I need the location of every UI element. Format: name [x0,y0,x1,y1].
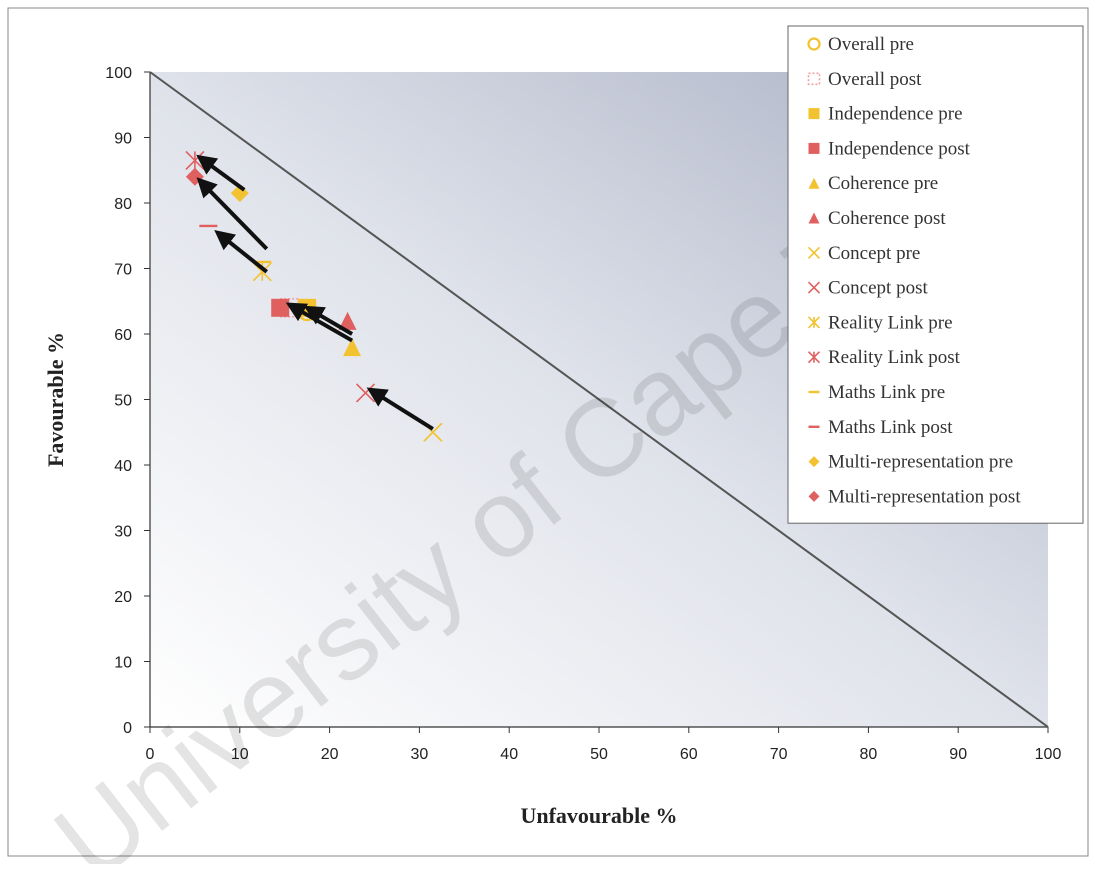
y-tick-label: 40 [114,458,132,475]
legend-marker-1 [807,72,821,86]
x-tick-label: 0 [146,746,155,763]
legend-box [787,25,1084,524]
data-point-series-4 [343,338,362,357]
x-tick-label: 50 [590,746,608,763]
y-tick-label: 80 [114,196,132,213]
legend-label: Reality Link pre [828,312,953,333]
legend-label: Concept pre [828,243,920,264]
legend-marker-3 [808,142,820,154]
legend-label: Coherence pre [828,173,938,194]
reference-line-group [149,71,1049,728]
y-axis-title: Favourable % [43,332,68,467]
x-tick-label: 90 [949,746,967,763]
x-tick-labels: 0 10 20 30 40 50 60 70 80 90 100 [146,746,1062,763]
x-tick-label: 80 [860,746,878,763]
y-tick-label: 90 [114,131,132,148]
legend-marker-0 [807,37,821,51]
y-tick-label: 50 [114,393,132,410]
legend-marker-4 [808,177,820,189]
change-arrow-5 [366,387,434,431]
y-tick-labels: 0 10 20 30 40 50 60 70 80 90 100 [105,65,132,737]
legend-label: Independence pre [828,104,963,125]
legend-label: Reality Link post [828,347,961,368]
legend-marker-7 [807,281,821,294]
legend-marker-8 [807,316,821,329]
x-tick-label: 30 [411,746,429,763]
x-tick-label: 100 [1035,746,1062,763]
legend-label: Multi-representation post [828,486,1021,507]
axes [144,71,1049,733]
data-point-series-3 [271,298,290,317]
legend-marker-2 [808,108,820,120]
change-arrow-2 [214,229,268,274]
y-tick-label: 20 [114,589,132,606]
legend-marker-9 [807,351,821,364]
y-tick-label: 10 [114,655,132,672]
reference-line [149,71,1049,728]
legend-label: Maths Link pre [828,382,945,403]
legend-label: Coherence post [828,208,946,229]
legend-label: Concept post [828,278,928,299]
change-arrow-1 [196,177,269,251]
change-arrow-0 [196,154,246,192]
y-tick-label: 100 [105,65,132,82]
arrows [196,154,434,431]
legend-label: Independence post [828,138,971,159]
legend-label: Maths Link post [828,417,953,438]
y-tick-label: 60 [114,327,132,344]
legend: Overall pre Overall post Independence pre I… [787,25,1084,524]
change-arrow-4 [303,305,354,336]
legend-marker-13 [808,490,820,502]
y-tick-label: 70 [114,262,132,279]
x-tick-label: 60 [680,746,698,763]
legend-label: Overall pre [828,34,914,55]
legend-label: Multi-representation pre [828,452,1013,473]
legend-marker-12 [808,456,820,468]
x-tick-label: 70 [770,746,788,763]
y-tick-label: 30 [114,524,132,541]
x-tick-label: 10 [231,746,249,763]
legend-marker-6 [807,246,821,259]
legend-label: Overall post [828,69,922,90]
data-point-series-5 [338,311,357,330]
x-tick-label: 40 [500,746,518,763]
x-tick-label: 20 [321,746,339,763]
y-tick-label: 0 [123,720,132,737]
x-axis-title: Unfavourable % [520,803,677,828]
legend-marker-5 [808,212,820,224]
